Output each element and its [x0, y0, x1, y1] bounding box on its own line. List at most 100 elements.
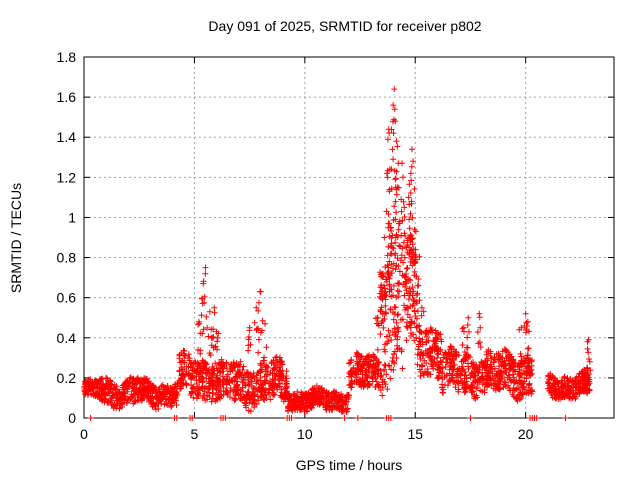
data-point	[255, 307, 262, 314]
data-point	[564, 384, 571, 391]
data-point	[510, 374, 517, 381]
data-point	[428, 357, 435, 364]
data-point	[232, 374, 239, 381]
data-point	[375, 322, 382, 329]
data-point	[210, 326, 217, 333]
data-point	[404, 265, 411, 272]
data-point	[222, 388, 229, 395]
data-point	[563, 389, 570, 396]
data-point	[564, 375, 571, 382]
data-point	[194, 391, 201, 398]
data-point	[583, 375, 590, 382]
data-point	[228, 361, 235, 368]
data-point	[472, 379, 479, 386]
data-point	[423, 333, 430, 340]
data-point	[569, 377, 576, 384]
data-point	[387, 415, 394, 421]
data-point	[277, 367, 284, 374]
data-point	[465, 314, 472, 321]
data-point	[336, 405, 343, 412]
data-point	[125, 396, 132, 403]
data-point	[379, 379, 386, 386]
data-point	[172, 381, 179, 388]
data-point	[374, 346, 381, 353]
data-point	[405, 296, 412, 303]
data-point	[370, 363, 377, 370]
data-point	[411, 301, 418, 308]
data-point	[242, 382, 249, 389]
data-point	[186, 370, 193, 377]
data-point	[246, 327, 253, 334]
data-point	[546, 382, 553, 389]
data-point	[448, 359, 455, 366]
data-point	[270, 376, 277, 383]
y-tick-label: 0.2	[57, 370, 77, 386]
data-point	[259, 360, 266, 367]
data-point	[494, 372, 501, 379]
data-point	[147, 382, 154, 389]
data-point	[187, 361, 194, 368]
data-point	[372, 375, 379, 382]
data-point	[392, 332, 399, 339]
data-point	[497, 368, 504, 375]
data-point	[489, 368, 496, 375]
data-point	[276, 380, 283, 387]
data-point	[103, 383, 110, 390]
data-point	[210, 370, 217, 377]
data-point	[500, 362, 507, 369]
data-point	[389, 265, 396, 272]
data-point	[375, 382, 382, 389]
data-point	[382, 381, 389, 388]
data-point	[450, 366, 457, 373]
data-point	[196, 384, 203, 391]
data-point	[381, 291, 388, 298]
data-point	[141, 387, 148, 394]
data-point	[173, 415, 180, 421]
data-point	[524, 318, 531, 325]
data-point	[437, 358, 444, 365]
data-point	[136, 385, 143, 392]
data-point	[394, 346, 401, 353]
data-point	[389, 309, 396, 316]
data-point	[445, 351, 452, 358]
data-point	[353, 353, 360, 360]
data-point	[548, 375, 555, 382]
data-point	[235, 369, 242, 376]
y-tick-label: 1.4	[57, 129, 77, 145]
data-point	[233, 382, 240, 389]
data-point	[499, 348, 506, 355]
data-point	[517, 350, 524, 357]
data-point	[478, 358, 485, 365]
data-point	[316, 401, 323, 408]
data-point	[200, 326, 207, 333]
data-point	[271, 391, 278, 398]
data-point	[173, 402, 180, 409]
data-point	[131, 380, 138, 387]
data-point	[385, 211, 392, 218]
data-point	[454, 372, 461, 379]
data-point	[403, 280, 410, 287]
data-point	[201, 293, 208, 300]
data-point	[173, 389, 180, 396]
data-point	[420, 372, 427, 379]
data-point	[190, 394, 197, 401]
data-point	[144, 388, 151, 395]
data-point	[347, 370, 354, 377]
data-point	[101, 399, 108, 406]
data-point	[406, 314, 413, 321]
data-point	[392, 216, 399, 223]
data-point	[432, 327, 439, 334]
data-point	[391, 325, 398, 332]
data-point	[199, 330, 206, 337]
data-point	[223, 377, 230, 384]
data-point	[232, 364, 239, 371]
data-point	[251, 319, 258, 326]
data-point	[524, 352, 531, 359]
data-point	[413, 315, 420, 322]
data-point	[242, 400, 249, 407]
data-point	[302, 397, 309, 404]
data-point	[273, 353, 280, 360]
data-point	[382, 341, 389, 348]
data-point	[401, 292, 408, 299]
data-point	[392, 175, 399, 182]
